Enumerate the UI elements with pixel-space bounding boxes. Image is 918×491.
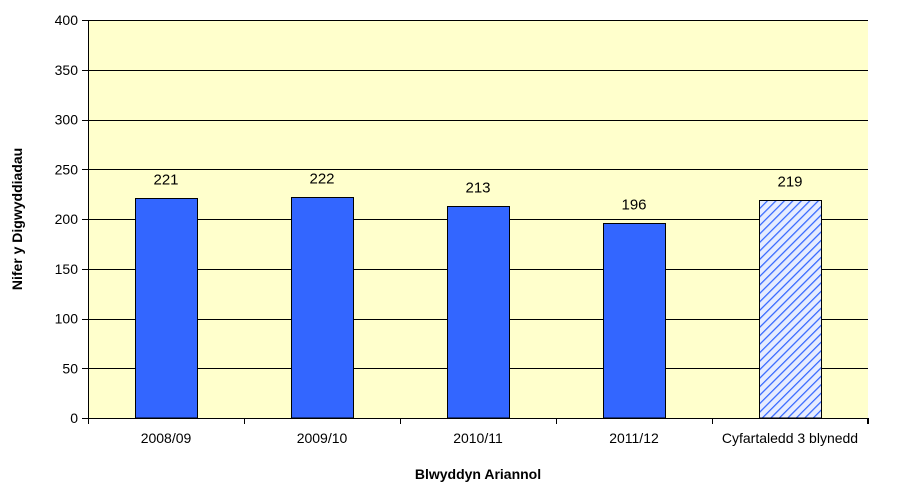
bar-2008-09 — [135, 198, 198, 419]
y-tick-label: 350 — [55, 62, 79, 78]
data-label: 213 — [465, 180, 490, 197]
y-tick-labels: 0 50 100 150 200 250 300 350 400 — [55, 12, 79, 426]
x-tick-labels: 2008/09 2009/10 2010/11 2011/12 Cyfartaledd … — [141, 430, 858, 446]
data-label: 222 — [309, 171, 334, 188]
data-label: 219 — [777, 174, 802, 191]
y-tick-label: 50 — [62, 360, 78, 376]
y-tick-label: 200 — [55, 211, 79, 227]
y-tick-label: 300 — [55, 112, 79, 128]
y-tick-label: 0 — [70, 410, 78, 426]
bar-2010-11 — [447, 206, 510, 419]
x-tick-label: Cyfartaledd 3 blynedd — [722, 430, 858, 446]
data-labels: 221 222 213 196 219 — [153, 171, 802, 214]
y-tick-label: 250 — [55, 161, 79, 177]
x-tick-label: 2009/10 — [297, 430, 348, 446]
data-label: 221 — [153, 172, 178, 189]
axes — [82, 20, 869, 424]
bar-2009-10 — [291, 197, 354, 419]
bar-2011-12 — [603, 223, 666, 419]
x-tick-label: 2010/11 — [453, 430, 503, 446]
y-tick-label: 400 — [55, 12, 79, 28]
y-tick-label: 150 — [55, 261, 79, 277]
bar-cyfartaledd-3-blynedd — [759, 200, 822, 419]
x-axis-title: Blwyddyn Ariannol — [415, 466, 541, 482]
y-axis-title: Nifer y Digwyddiadau — [9, 148, 25, 290]
data-label: 196 — [621, 197, 646, 214]
x-tick-label: 2011/12 — [609, 430, 659, 446]
y-tick-label: 100 — [55, 311, 79, 327]
x-tick-label: 2008/09 — [141, 430, 192, 446]
bars — [135, 197, 822, 419]
